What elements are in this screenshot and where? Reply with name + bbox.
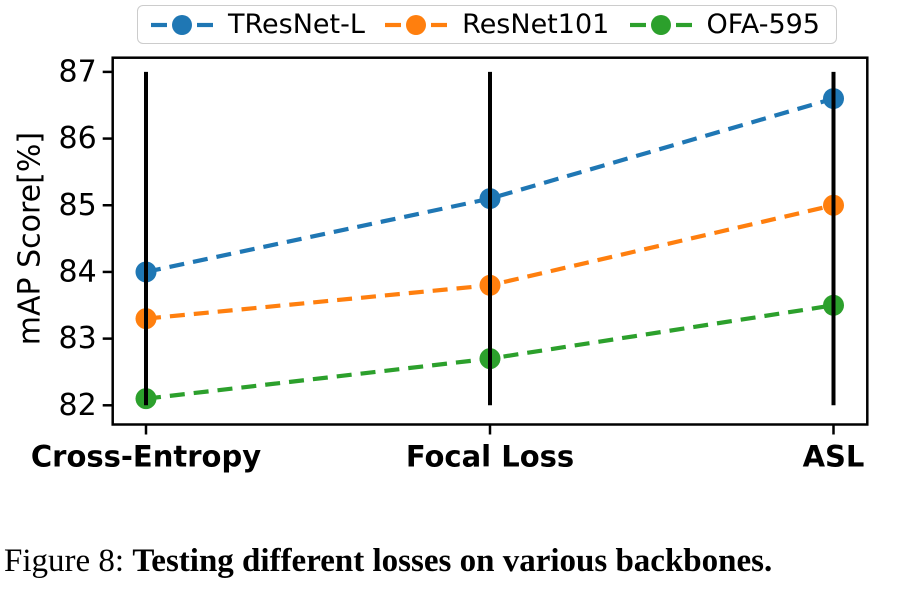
legend-item-tresnet: TResNet-L	[150, 11, 365, 38]
series-line	[145, 96, 835, 274]
x-tick-label: Focal Loss	[406, 440, 574, 474]
y-tick-label: 86	[59, 121, 97, 156]
legend-circle	[172, 14, 192, 35]
y-tick-label: 85	[59, 188, 97, 223]
y-tick-label: 83	[59, 321, 97, 356]
x-tick-label: ASL	[803, 440, 865, 474]
x-tick-label: Cross-Entropy	[31, 440, 261, 474]
legend-label: OFA-595	[706, 9, 820, 40]
legend-item-resnet101: ResNet101	[384, 11, 609, 38]
y-tick-label: 87	[59, 54, 97, 89]
figure-caption: Figure 8: Testing different losses on va…	[4, 543, 899, 580]
y-axis: 82 83 84 85 86 87	[59, 54, 113, 423]
legend-circle	[650, 14, 671, 35]
legend-dash-circle-icon	[385, 14, 448, 35]
legend-dash-circle-icon	[151, 14, 213, 35]
legend-label: TResNet-L	[228, 9, 365, 40]
x-axis: Cross-Entropy Focal Loss ASL	[31, 424, 865, 474]
legend-dash-circle-icon	[629, 14, 692, 35]
legend-item-ofa595: OFA-595	[629, 11, 820, 38]
y-tick-label: 82	[59, 388, 97, 423]
caption-bold-text: Testing different losses on various back…	[132, 543, 773, 579]
legend-circle	[406, 14, 427, 35]
y-axis-title: mAP Score[%]	[13, 132, 48, 345]
legend-label: ResNet101	[462, 9, 610, 40]
line-chart: 82 83 84 85 86 87 mAP Score[%] Cross-Entropy Foc…	[13, 54, 869, 474]
chart-legend: TResNet-L ResNet101 OFA-595	[137, 5, 837, 44]
vertical-guides	[144, 71, 836, 406]
y-tick-label: 84	[59, 254, 97, 289]
caption-prefix: Figure 8:	[4, 543, 133, 579]
